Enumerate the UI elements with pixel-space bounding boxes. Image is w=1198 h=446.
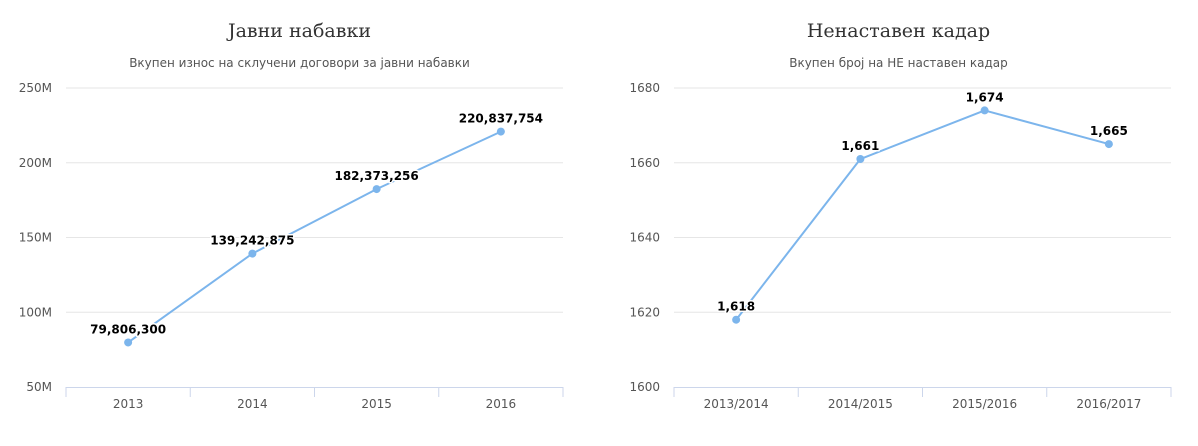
y-tick-label: 1680 bbox=[629, 81, 660, 95]
y-tick-label: 1640 bbox=[629, 231, 660, 245]
data-label: 79,806,300 bbox=[90, 322, 166, 336]
x-tick-label: 2015/2016 bbox=[952, 397, 1017, 411]
data-label: 1,661 bbox=[841, 139, 879, 153]
x-tick-label: 2014 bbox=[237, 397, 268, 411]
data-point bbox=[248, 249, 257, 258]
chart-title: Ненаставен кадар bbox=[806, 20, 991, 42]
chart-panel-non-teaching-staff: Ненаставен кадар Вкупен број на НЕ наста… bbox=[599, 0, 1198, 446]
y-tick-label: 1620 bbox=[629, 305, 660, 319]
y-tick-label: 1660 bbox=[629, 156, 660, 170]
x-tick-label: 2016 bbox=[486, 397, 517, 411]
data-point bbox=[732, 315, 741, 324]
series-line bbox=[127, 130, 502, 344]
x-tick-label: 2013/2014 bbox=[704, 397, 769, 411]
data-point bbox=[980, 106, 989, 115]
x-tick-label: 2013 bbox=[113, 397, 144, 411]
data-label: 1,618 bbox=[717, 300, 755, 314]
y-tick-label: 150M bbox=[19, 231, 52, 245]
data-point bbox=[372, 185, 381, 194]
y-tick-label: 250M bbox=[19, 81, 52, 95]
data-label: 1,665 bbox=[1090, 124, 1128, 138]
x-tick-label: 2016/2017 bbox=[1076, 397, 1141, 411]
data-label: 220,837,754 bbox=[459, 112, 543, 126]
line-chart-public-procurement: 50M 100M 150M 200M 250M 2013 2014 2015 2016 79,80… bbox=[19, 81, 564, 411]
x-tick-label: 2014/2015 bbox=[828, 397, 893, 411]
data-label: 139,242,875 bbox=[210, 234, 294, 248]
data-label: 182,373,256 bbox=[334, 169, 418, 183]
chart-title: Јавни набавки bbox=[227, 20, 371, 42]
y-tick-label: 1600 bbox=[629, 380, 660, 394]
data-point bbox=[124, 338, 133, 347]
data-point bbox=[1104, 140, 1113, 149]
y-tick-label: 50M bbox=[26, 380, 52, 394]
data-label: 1,674 bbox=[966, 90, 1004, 104]
data-point bbox=[856, 155, 865, 164]
chart-panel-public-procurement: Јавни набавки Вкупен износ на склучени д… bbox=[19, 20, 564, 411]
y-tick-label: 200M bbox=[19, 156, 52, 170]
series-line bbox=[735, 109, 1110, 321]
line-chart-non-teaching-staff: 1600 1620 1640 1660 1680 2013/2014 2014/2015 20… bbox=[629, 81, 1172, 411]
chart-subtitle: Вкупен износ на склучени договори за јав… bbox=[129, 56, 470, 70]
data-point bbox=[496, 127, 505, 136]
chart-subtitle: Вкупен број на НЕ наставен кадар bbox=[789, 56, 1008, 70]
y-tick-label: 100M bbox=[19, 305, 52, 319]
x-tick-label: 2015 bbox=[361, 397, 392, 411]
